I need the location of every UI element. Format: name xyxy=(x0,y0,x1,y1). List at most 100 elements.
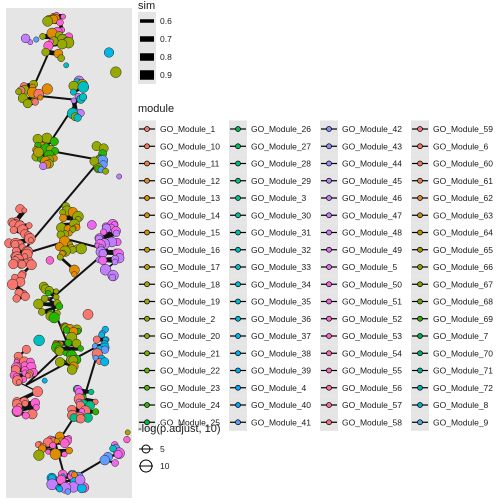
module-legend-label: GO_Module_6 xyxy=(433,141,489,151)
module-legend-label: GO_Module_25 xyxy=(160,417,220,427)
sim-legend-swatch xyxy=(140,53,154,61)
network-node xyxy=(54,357,65,368)
module-legend-label: GO_Module_22 xyxy=(160,366,220,376)
network-node xyxy=(113,449,123,459)
module-legend-dot xyxy=(417,350,423,357)
module-legend-label: GO_Module_16 xyxy=(160,245,220,255)
module-legend-dot xyxy=(417,281,423,288)
module-legend-dot xyxy=(326,126,332,132)
network-node xyxy=(49,448,62,460)
module-legend-label: GO_Module_41 xyxy=(251,417,311,427)
module-legend-label: GO_Module_65 xyxy=(433,245,493,255)
network-node xyxy=(76,483,87,494)
module-legend-dot xyxy=(417,177,423,184)
module-legend-label: GO_Module_34 xyxy=(251,279,311,289)
network-node xyxy=(56,485,63,493)
network-node xyxy=(112,229,121,238)
network-node xyxy=(70,88,77,96)
module-legend-label: GO_Module_56 xyxy=(342,383,402,393)
module-legend-label: GO_Module_51 xyxy=(342,297,402,307)
network-node xyxy=(32,386,43,397)
network-node xyxy=(111,459,119,467)
module-legend-label: GO_Module_63 xyxy=(433,210,493,220)
network-node xyxy=(41,47,50,57)
module-legend-dot xyxy=(144,177,150,184)
module-legend-dot xyxy=(144,229,150,236)
module-legend-label: GO_Module_64 xyxy=(433,228,493,238)
network-node xyxy=(15,88,23,96)
module-legend-label: GO_Module_61 xyxy=(433,176,493,186)
module-legend-dot xyxy=(326,281,332,288)
module-legend-label: GO_Module_36 xyxy=(251,314,311,324)
network-node xyxy=(48,312,60,324)
module-legend-dot xyxy=(417,212,423,219)
network-node xyxy=(98,256,108,265)
network-node xyxy=(33,36,40,43)
module-legend-dot xyxy=(235,298,241,305)
module-legend-dot xyxy=(326,419,332,426)
module-legend-label: GO_Module_49 xyxy=(342,245,402,255)
module-legend-dot xyxy=(235,212,241,219)
module-legend-dot xyxy=(235,126,241,132)
module-legend-label: GO_Module_54 xyxy=(342,348,402,358)
network-node xyxy=(26,259,37,271)
network-node xyxy=(15,379,22,386)
module-legend-dot xyxy=(326,298,332,305)
module-legend-label: GO_Module_32 xyxy=(251,245,311,255)
network-node xyxy=(100,228,108,236)
network-node xyxy=(65,446,73,455)
module-legend-label: GO_Module_15 xyxy=(160,228,220,238)
network-node xyxy=(53,288,60,295)
network-node xyxy=(59,213,68,223)
module-legend-dot xyxy=(235,350,241,357)
module-legend-dot xyxy=(326,160,332,167)
module-legend-dot xyxy=(235,246,241,253)
network-node xyxy=(98,331,105,339)
network-node xyxy=(123,436,131,444)
network-node xyxy=(45,256,55,265)
module-legend-label: GO_Module_12 xyxy=(160,176,220,186)
module-legend-label: GO_Module_67 xyxy=(433,279,493,289)
module-legend-label: GO_Module_2 xyxy=(160,314,216,324)
network-node xyxy=(21,344,31,354)
network-node xyxy=(88,388,95,395)
network-node xyxy=(99,264,112,276)
network-node xyxy=(92,408,100,416)
network-node xyxy=(17,260,27,269)
module-legend-dot xyxy=(144,212,150,219)
module-legend-dot xyxy=(326,177,332,184)
network-node xyxy=(99,454,110,466)
network-edge xyxy=(49,299,69,346)
module-legend-label: GO_Module_71 xyxy=(433,366,493,376)
module-legend-label: GO_Module_3 xyxy=(251,193,307,203)
network-node xyxy=(8,259,19,270)
module-legend-label: GO_Module_4 xyxy=(251,383,307,393)
module-legend-dot xyxy=(417,264,423,270)
module-legend-dot xyxy=(417,402,423,408)
module-legend-label: GO_Module_9 xyxy=(433,417,489,427)
module-legend-dot xyxy=(144,264,150,270)
module-legend-label: GO_Module_52 xyxy=(342,314,402,324)
network-node xyxy=(75,243,87,255)
network-node xyxy=(56,253,64,261)
module-legend-dot xyxy=(326,212,332,219)
pvalue-legend-label: 10 xyxy=(160,461,170,471)
network-node xyxy=(9,226,18,234)
network-node xyxy=(39,162,48,171)
network-node xyxy=(25,222,33,229)
network-node xyxy=(77,81,90,93)
module-legend-dot xyxy=(326,367,332,374)
module-legend-dot xyxy=(326,384,332,391)
network-node xyxy=(77,345,84,352)
network-node xyxy=(40,294,49,303)
module-legend-label: GO_Module_23 xyxy=(160,383,220,393)
module-legend-dot xyxy=(417,315,423,322)
module-legend-label: GO_Module_60 xyxy=(433,159,493,169)
network-node xyxy=(71,338,82,349)
network-node xyxy=(23,98,33,109)
sim-legend: sim 0.6 0.7 0.8 0.9 xyxy=(138,0,172,84)
module-legend-label: GO_Module_33 xyxy=(251,262,311,272)
module-legend-dot xyxy=(417,126,423,132)
module-legend-dot xyxy=(326,402,332,408)
